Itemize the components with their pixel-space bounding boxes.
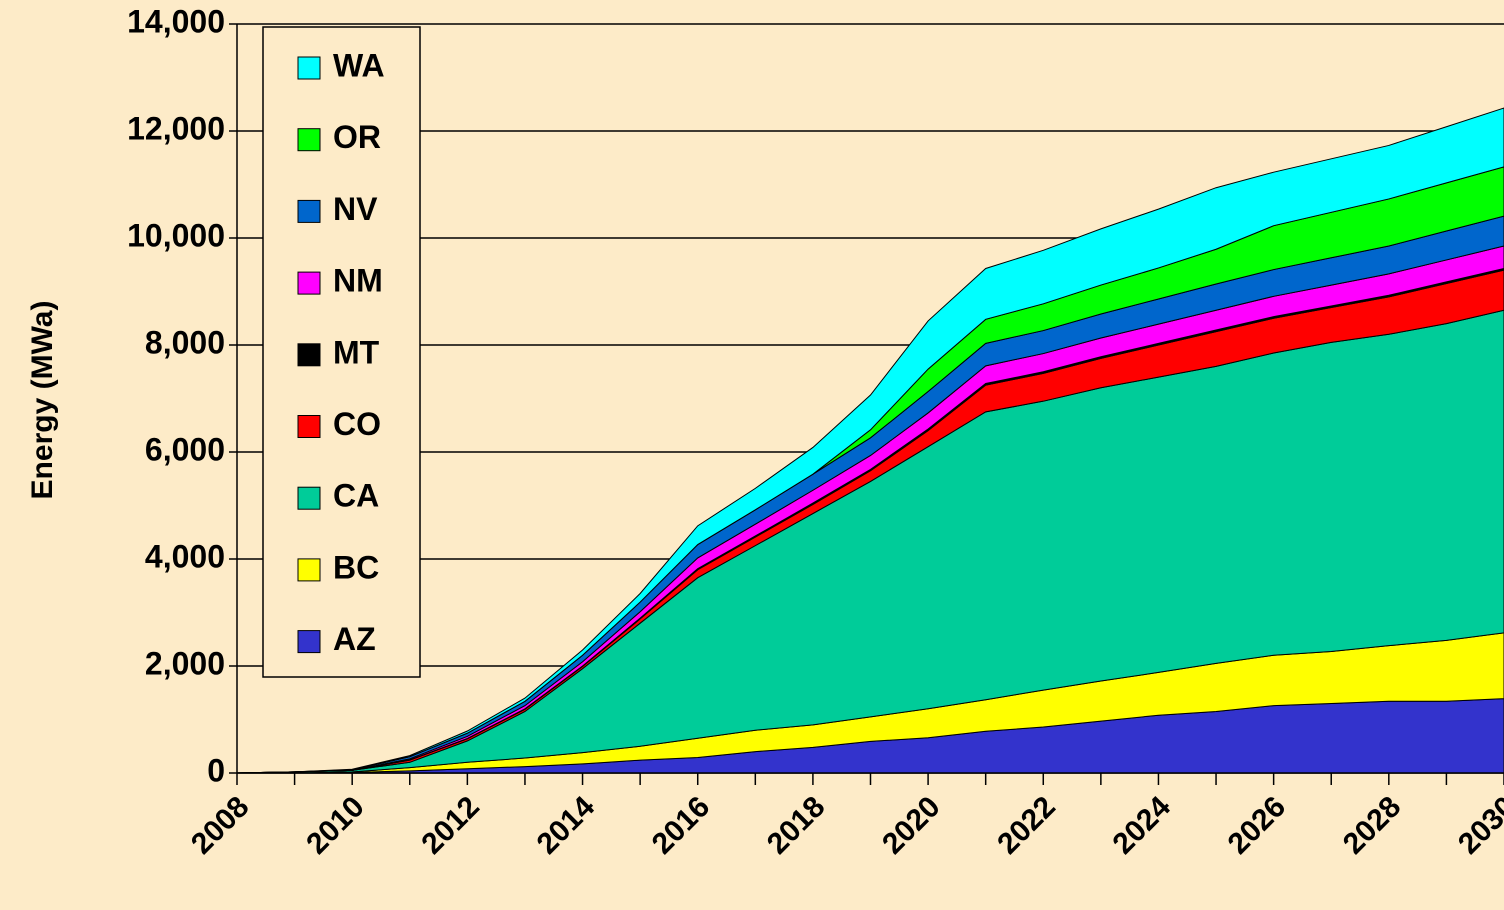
x-tick-label: 2020 — [876, 790, 947, 861]
y-tick-label: 6,000 — [145, 431, 225, 467]
legend-label: NM — [333, 263, 383, 299]
legend-label: OR — [333, 119, 381, 155]
y-tick-label: 4,000 — [145, 538, 225, 574]
legend-swatch — [297, 271, 321, 295]
x-tick-label: 2022 — [991, 790, 1062, 861]
legend-swatch — [297, 199, 321, 223]
x-tick-label: 2028 — [1337, 790, 1408, 861]
area — [236, 107, 1504, 774]
y-tick-label: 0 — [207, 752, 225, 788]
legend-swatch — [297, 486, 321, 510]
legend-swatch — [297, 630, 321, 654]
x-tick-label: 2030 — [1452, 790, 1504, 861]
legend-label: BC — [333, 549, 379, 585]
legend-label: MT — [333, 334, 380, 370]
legend-label: WA — [333, 47, 385, 83]
legend-label: CO — [333, 406, 381, 442]
legend-swatch — [297, 415, 321, 438]
legend-swatch — [297, 56, 321, 80]
legend-box — [262, 26, 421, 678]
legend-swatch — [297, 128, 321, 152]
legend-swatch — [297, 343, 321, 367]
x-tick-label: 2018 — [761, 790, 832, 861]
x-tick-label: 2026 — [1222, 790, 1293, 861]
x-tick-label: 2016 — [646, 790, 717, 861]
y-tick-label: 12,000 — [127, 110, 225, 146]
legend-label: NV — [333, 191, 378, 227]
x-tick-label: 2012 — [415, 790, 486, 861]
y-tick-label: 10,000 — [127, 217, 225, 253]
legend: AZ BC CA CO MT NM NV OR WA — [262, 26, 421, 678]
x-tick-label: 2014 — [531, 790, 602, 861]
x-tick-label: 2008 — [185, 790, 256, 861]
legend-label: CA — [333, 478, 379, 514]
y-tick-label: 2,000 — [145, 645, 225, 681]
y-axis-label: Energy (MWa) — [26, 301, 59, 500]
x-tick-label: 2024 — [1106, 790, 1177, 861]
legend-swatch — [297, 558, 321, 582]
x-tick-label: 2010 — [300, 790, 371, 861]
y-tick-label: 8,000 — [145, 324, 225, 360]
y-tick-label: 14,000 — [127, 3, 225, 39]
legend-label: AZ — [333, 621, 376, 657]
